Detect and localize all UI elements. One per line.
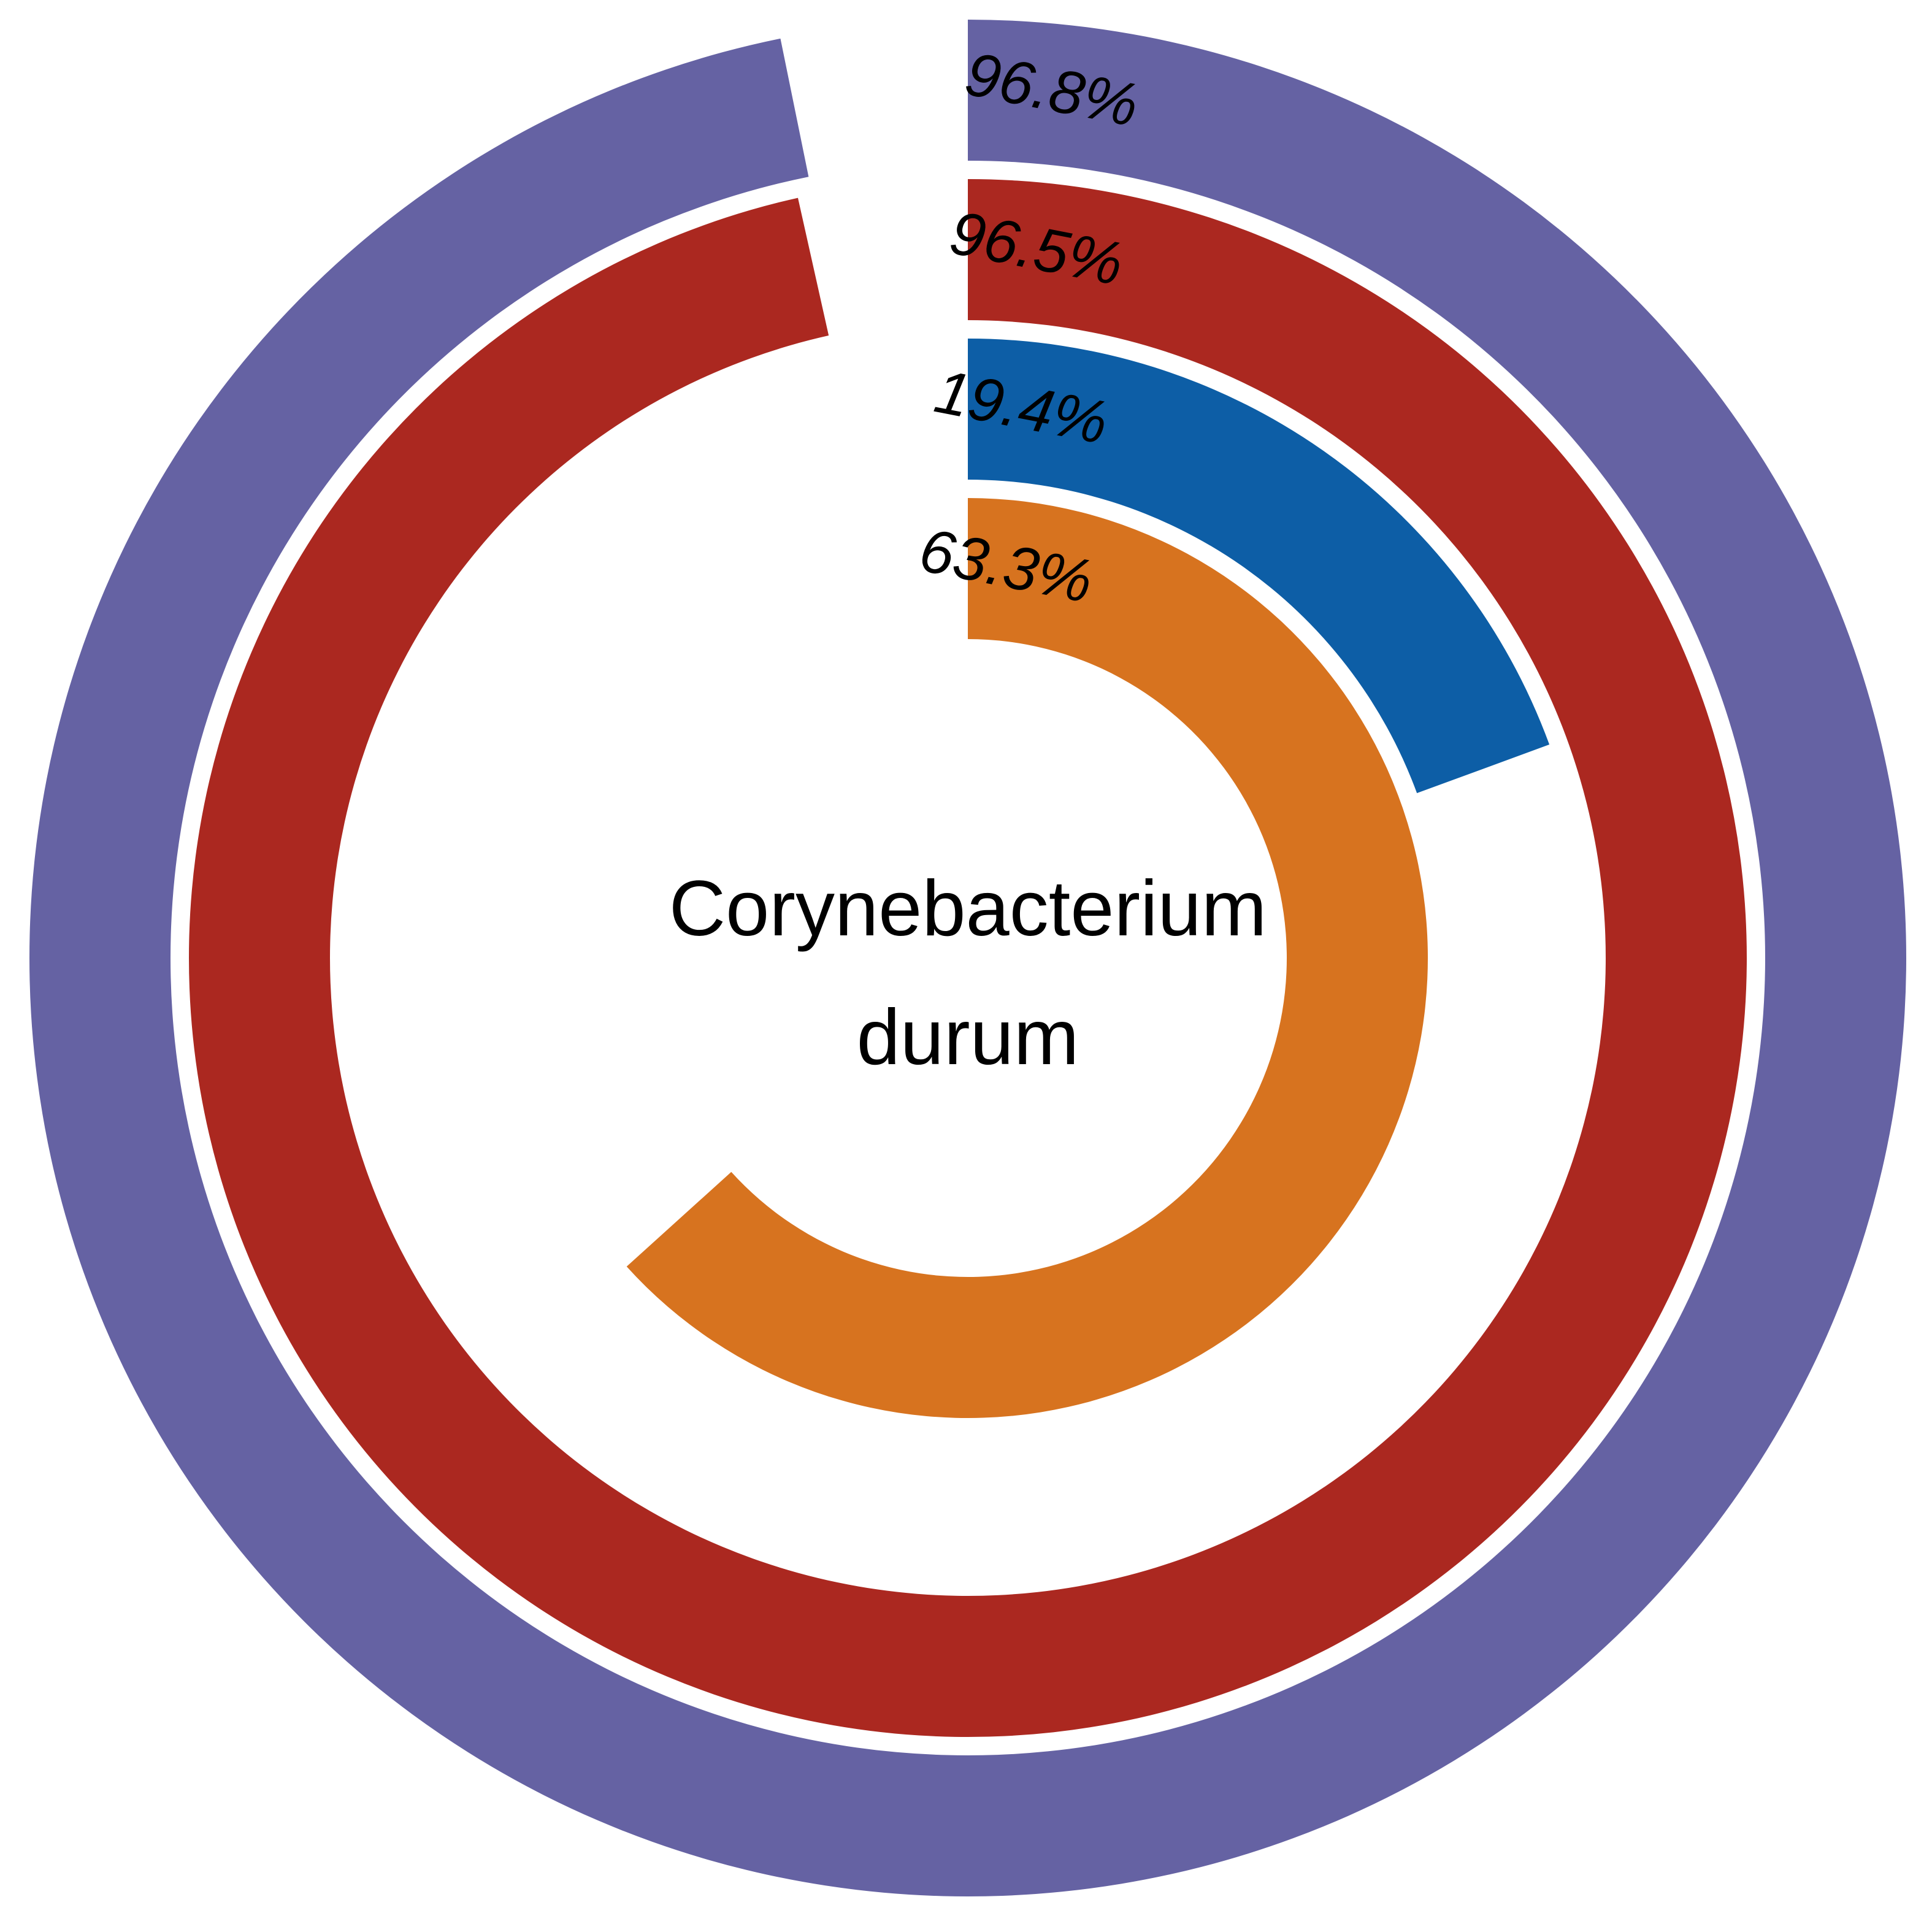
center-label-line-1: Corynebacterium xyxy=(669,865,1267,953)
ring-bar-4 xyxy=(626,498,1428,1418)
ring-bar-3 xyxy=(968,339,1550,794)
rings-layer xyxy=(29,20,1907,1896)
center-label-line-2: durum xyxy=(857,994,1079,1081)
ring-labels-layer: 96.8%96.5%19.4%63.3% xyxy=(914,39,1143,616)
